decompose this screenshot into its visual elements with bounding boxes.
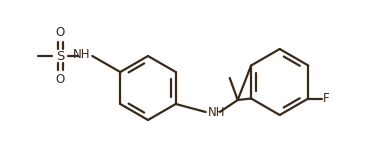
- Text: S: S: [56, 49, 64, 62]
- Text: O: O: [56, 26, 65, 39]
- Text: F: F: [323, 92, 330, 105]
- Text: NH: NH: [73, 49, 90, 62]
- Text: NH: NH: [208, 106, 225, 119]
- Text: O: O: [56, 73, 65, 86]
